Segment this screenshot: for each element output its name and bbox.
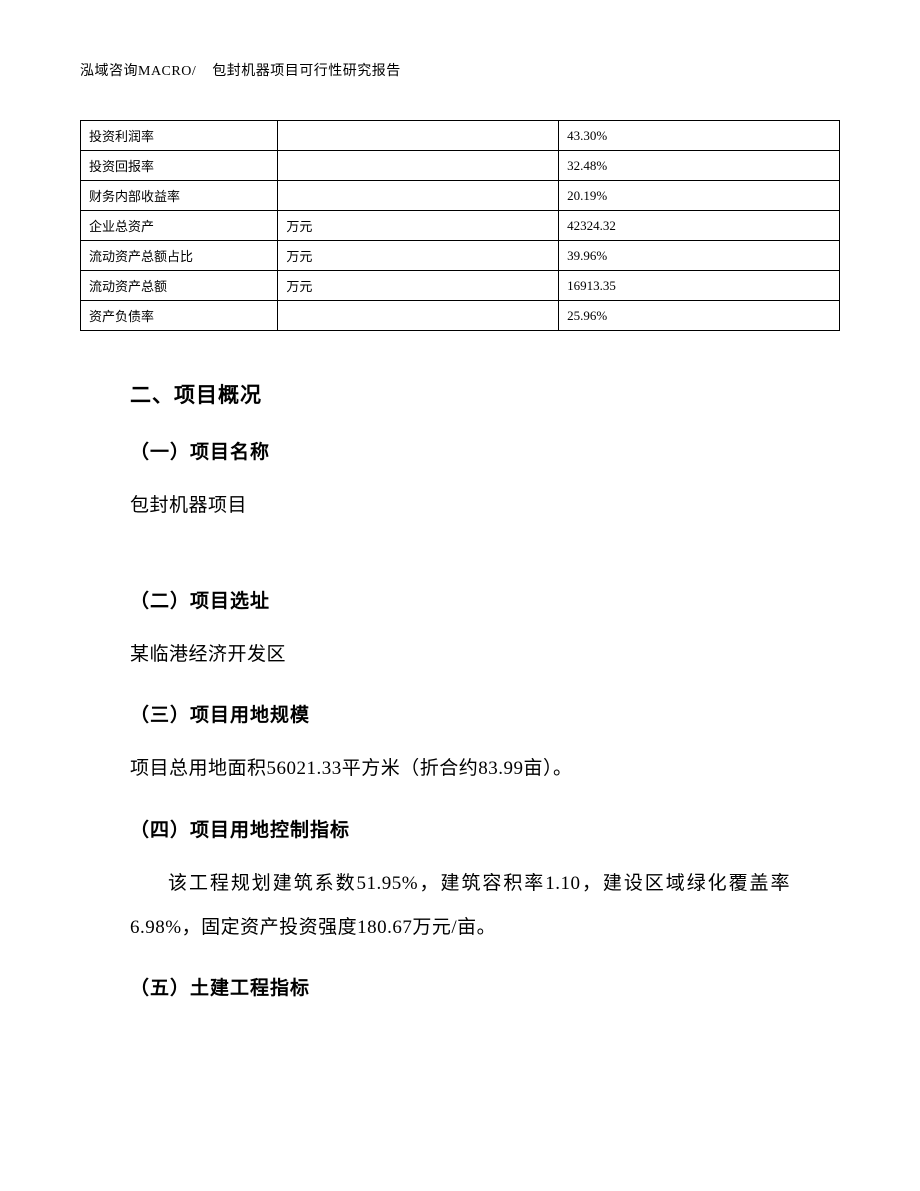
- cell-unit: [278, 151, 559, 181]
- cell-value: 39.96%: [559, 241, 840, 271]
- section-body-1: 包封机器项目: [130, 484, 790, 528]
- header-title: 包封机器项目可行性研究报告: [212, 64, 401, 79]
- page: 泓域咨询MACRO/ 包封机器项目可行性研究报告 投资利润率 43.30% 投资…: [0, 0, 920, 1191]
- cell-value: 42324.32: [559, 211, 840, 241]
- section-body-3: 项目总用地面积56021.33平方米（折合约83.99亩）。: [130, 747, 790, 791]
- section-heading-main: 二、项目概况: [130, 379, 790, 409]
- section-heading-2: （二）项目选址: [130, 586, 790, 613]
- spacer: [130, 544, 790, 562]
- cell-value: 16913.35: [559, 271, 840, 301]
- cell-label: 投资回报率: [81, 151, 278, 181]
- cell-unit: [278, 301, 559, 331]
- cell-unit: [278, 181, 559, 211]
- cell-value: 25.96%: [559, 301, 840, 331]
- cell-unit: 万元: [278, 241, 559, 271]
- table-row: 流动资产总额占比 万元 39.96%: [81, 241, 840, 271]
- cell-unit: 万元: [278, 271, 559, 301]
- cell-label: 资产负债率: [81, 301, 278, 331]
- section-body-2: 某临港经济开发区: [130, 633, 790, 677]
- table-row: 资产负债率 25.96%: [81, 301, 840, 331]
- table-row: 投资利润率 43.30%: [81, 121, 840, 151]
- table-row: 流动资产总额 万元 16913.35: [81, 271, 840, 301]
- section-heading-4: （四）项目用地控制指标: [130, 815, 790, 842]
- page-header: 泓域咨询MACRO/ 包封机器项目可行性研究报告: [80, 60, 840, 80]
- table-row: 企业总资产 万元 42324.32: [81, 211, 840, 241]
- table-row: 财务内部收益率 20.19%: [81, 181, 840, 211]
- cell-label: 投资利润率: [81, 121, 278, 151]
- financial-table: 投资利润率 43.30% 投资回报率 32.48% 财务内部收益率 20.19%…: [80, 120, 840, 331]
- section-heading-1: （一）项目名称: [130, 437, 790, 464]
- cell-unit: 万元: [278, 211, 559, 241]
- cell-label: 流动资产总额: [81, 271, 278, 301]
- cell-label: 企业总资产: [81, 211, 278, 241]
- section-heading-3: （三）项目用地规模: [130, 700, 790, 727]
- cell-label: 财务内部收益率: [81, 181, 278, 211]
- cell-unit: [278, 121, 559, 151]
- cell-value: 32.48%: [559, 151, 840, 181]
- section-body-4: 该工程规划建筑系数51.95%，建筑容积率1.10，建设区域绿化覆盖率6.98%…: [130, 862, 790, 949]
- section-heading-5: （五）土建工程指标: [130, 973, 790, 1000]
- cell-label: 流动资产总额占比: [81, 241, 278, 271]
- cell-value: 20.19%: [559, 181, 840, 211]
- cell-value: 43.30%: [559, 121, 840, 151]
- table-row: 投资回报率 32.48%: [81, 151, 840, 181]
- header-company: 泓域咨询MACRO/: [80, 64, 196, 79]
- document-content: 二、项目概况 （一）项目名称 包封机器项目 （二）项目选址 某临港经济开发区 （…: [80, 379, 840, 1000]
